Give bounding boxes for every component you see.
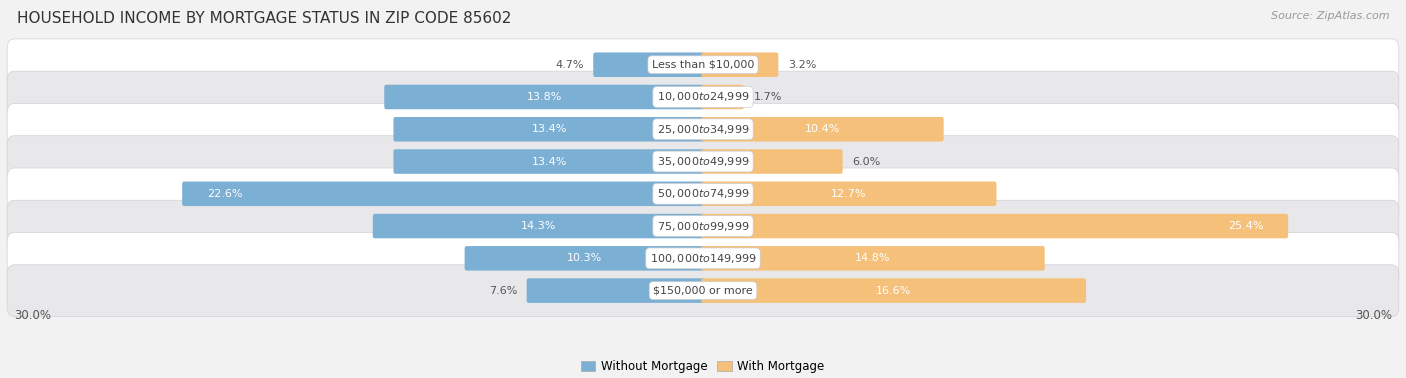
FancyBboxPatch shape [464,246,704,271]
Text: Source: ZipAtlas.com: Source: ZipAtlas.com [1271,11,1389,21]
Text: 30.0%: 30.0% [14,309,51,322]
Text: $100,000 to $149,999: $100,000 to $149,999 [650,252,756,265]
Text: 25.4%: 25.4% [1227,221,1264,231]
Text: 22.6%: 22.6% [207,189,242,199]
FancyBboxPatch shape [7,39,1399,91]
FancyBboxPatch shape [7,71,1399,123]
Text: 13.4%: 13.4% [531,124,567,134]
Text: 10.3%: 10.3% [567,253,602,263]
Text: $50,000 to $74,999: $50,000 to $74,999 [657,187,749,200]
Text: 14.3%: 14.3% [522,221,557,231]
FancyBboxPatch shape [702,181,997,206]
Text: 13.4%: 13.4% [531,156,567,167]
Text: HOUSEHOLD INCOME BY MORTGAGE STATUS IN ZIP CODE 85602: HOUSEHOLD INCOME BY MORTGAGE STATUS IN Z… [17,11,512,26]
FancyBboxPatch shape [7,200,1399,252]
FancyBboxPatch shape [7,168,1399,220]
Text: 7.6%: 7.6% [489,286,517,296]
Text: 1.7%: 1.7% [754,92,782,102]
FancyBboxPatch shape [702,149,842,174]
FancyBboxPatch shape [7,232,1399,284]
FancyBboxPatch shape [394,117,704,141]
FancyBboxPatch shape [7,104,1399,155]
Text: 16.6%: 16.6% [876,286,911,296]
Legend: Without Mortgage, With Mortgage: Without Mortgage, With Mortgage [576,356,830,378]
FancyBboxPatch shape [702,246,1045,271]
FancyBboxPatch shape [702,278,1085,303]
Text: 14.8%: 14.8% [855,253,890,263]
FancyBboxPatch shape [593,53,704,77]
FancyBboxPatch shape [7,265,1399,316]
Text: 13.8%: 13.8% [527,92,562,102]
FancyBboxPatch shape [373,214,704,238]
FancyBboxPatch shape [384,85,704,109]
Text: 3.2%: 3.2% [787,60,817,70]
Text: Less than $10,000: Less than $10,000 [652,60,754,70]
FancyBboxPatch shape [702,53,779,77]
Text: $10,000 to $24,999: $10,000 to $24,999 [657,90,749,104]
FancyBboxPatch shape [394,149,704,174]
FancyBboxPatch shape [702,214,1288,238]
Text: 30.0%: 30.0% [1355,309,1392,322]
Text: $150,000 or more: $150,000 or more [654,286,752,296]
FancyBboxPatch shape [7,136,1399,187]
Text: 4.7%: 4.7% [555,60,583,70]
Text: 6.0%: 6.0% [852,156,880,167]
Text: $35,000 to $49,999: $35,000 to $49,999 [657,155,749,168]
FancyBboxPatch shape [527,278,704,303]
Text: 10.4%: 10.4% [804,124,841,134]
Text: $75,000 to $99,999: $75,000 to $99,999 [657,220,749,232]
FancyBboxPatch shape [702,117,943,141]
FancyBboxPatch shape [183,181,704,206]
FancyBboxPatch shape [702,85,744,109]
Text: 12.7%: 12.7% [831,189,866,199]
Text: $25,000 to $34,999: $25,000 to $34,999 [657,123,749,136]
